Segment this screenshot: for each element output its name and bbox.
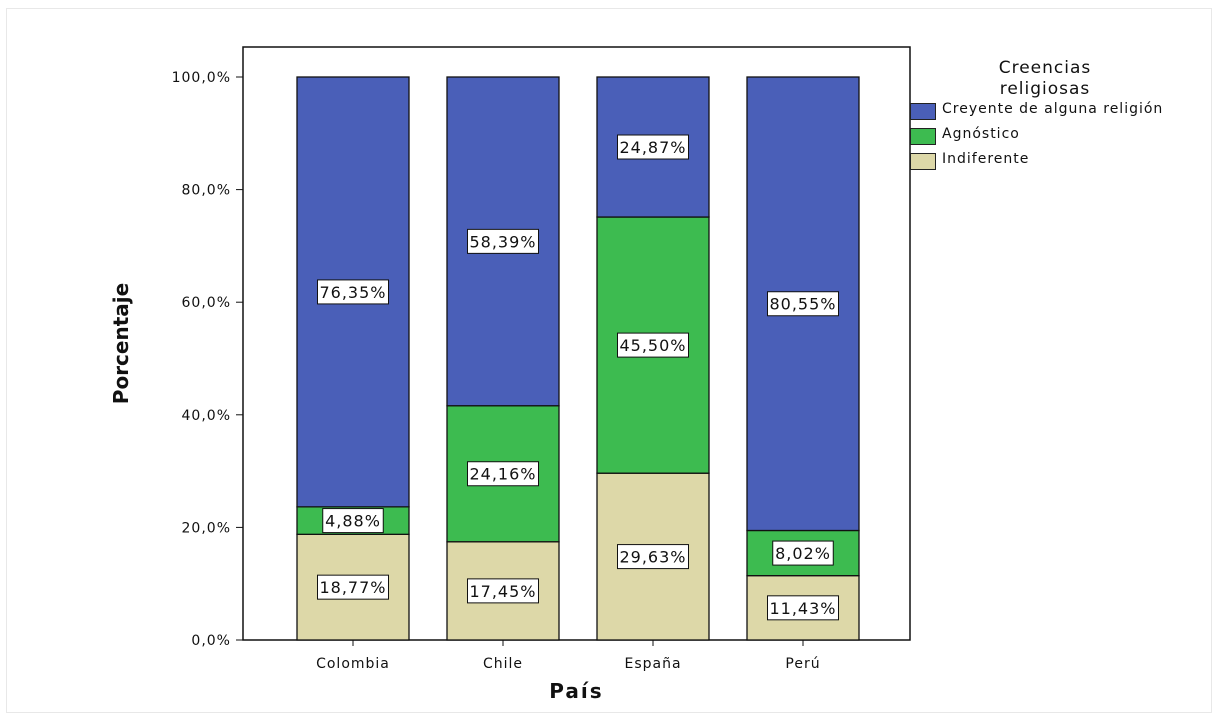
legend-item-agnostico: Agnóstico	[910, 126, 1200, 150]
legend-label-agnostico: Agnóstico	[942, 126, 1020, 142]
data-label-box	[317, 574, 389, 600]
data-label: 45,50%	[619, 336, 686, 355]
data-label: 80,55%	[769, 295, 836, 314]
data-label-box	[317, 279, 389, 305]
y-tick-label: 60,0%	[182, 295, 231, 311]
y-tick-label: 0,0%	[191, 633, 231, 649]
data-label: 4,88%	[325, 512, 381, 531]
data-label: 29,63%	[619, 548, 686, 567]
x-tick-label: Chile	[483, 656, 523, 672]
x-tick-label: España	[624, 656, 681, 672]
data-label-box	[767, 595, 839, 621]
data-label: 18,77%	[319, 578, 386, 597]
data-label: 8,02%	[775, 544, 831, 563]
y-tick-label: 100,0%	[172, 70, 231, 86]
data-label-box	[767, 291, 839, 317]
y-tick-label: 80,0%	[182, 183, 231, 199]
data-label: 58,39%	[469, 232, 536, 251]
legend-label-indiferente: Indiferente	[942, 151, 1030, 167]
legend-item-creyente: Creyente de alguna religión	[910, 101, 1200, 125]
y-tick-label: 40,0%	[182, 408, 231, 424]
legend-swatch-indiferente	[910, 153, 936, 170]
data-label-box	[617, 134, 689, 160]
data-label-box	[617, 544, 689, 570]
data-label: 24,16%	[469, 465, 536, 484]
legend-swatch-agnostico	[910, 128, 936, 145]
legend: Creencias religiosas Creyente de alguna …	[910, 58, 1200, 175]
x-axis-title: País	[549, 679, 603, 703]
legend-swatch-creyente	[910, 103, 936, 120]
y-axis-title: Porcentaje	[109, 283, 133, 404]
data-label-box	[617, 332, 689, 358]
x-tick-label: Perú	[785, 656, 820, 672]
data-label: 76,35%	[319, 283, 386, 302]
data-label-box	[322, 508, 384, 534]
data-label-box	[467, 578, 539, 604]
data-label: 24,87%	[619, 138, 686, 157]
legend-item-indiferente: Indiferente	[910, 151, 1200, 175]
legend-label-creyente: Creyente de alguna religión	[942, 101, 1164, 117]
data-label-box	[772, 540, 834, 566]
data-label-box	[467, 228, 539, 254]
data-label-box	[467, 461, 539, 487]
chart-frame	[6, 8, 1212, 713]
x-tick-label: Colombia	[316, 656, 390, 672]
legend-title: Creencias religiosas	[998, 58, 1092, 99]
data-label: 17,45%	[469, 582, 536, 601]
y-tick-label: 20,0%	[182, 520, 231, 536]
data-label: 11,43%	[769, 599, 836, 618]
